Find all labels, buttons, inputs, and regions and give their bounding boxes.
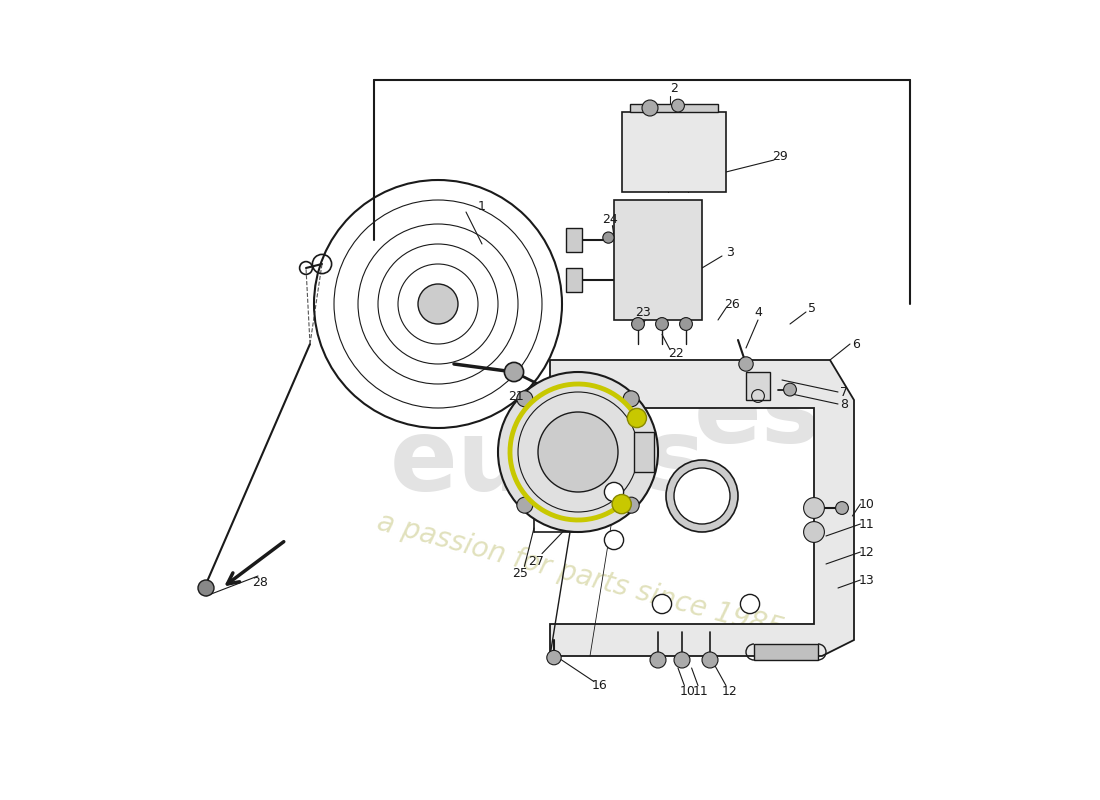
Circle shape <box>680 318 692 330</box>
Text: 11: 11 <box>859 518 874 530</box>
Circle shape <box>783 383 796 396</box>
Circle shape <box>505 362 524 382</box>
Circle shape <box>418 284 458 324</box>
Circle shape <box>804 522 824 542</box>
Text: es: es <box>694 367 822 465</box>
Text: 13: 13 <box>859 574 874 586</box>
Circle shape <box>603 232 614 243</box>
Circle shape <box>498 372 658 532</box>
Text: 11: 11 <box>693 685 708 698</box>
Circle shape <box>666 460 738 532</box>
Text: 8: 8 <box>840 398 848 410</box>
Polygon shape <box>754 644 818 660</box>
Circle shape <box>650 652 666 668</box>
Text: 12: 12 <box>859 546 874 558</box>
Text: 3: 3 <box>726 246 734 258</box>
Text: 5: 5 <box>808 302 816 314</box>
Text: euros: euros <box>390 415 706 513</box>
Circle shape <box>517 391 532 407</box>
Polygon shape <box>566 268 582 292</box>
Circle shape <box>642 100 658 116</box>
Circle shape <box>604 530 624 550</box>
Circle shape <box>804 498 824 518</box>
Circle shape <box>538 412 618 492</box>
Polygon shape <box>630 104 718 112</box>
Circle shape <box>631 318 645 330</box>
Text: 10: 10 <box>680 685 695 698</box>
Polygon shape <box>634 432 654 472</box>
Text: 23: 23 <box>635 306 651 318</box>
Circle shape <box>674 468 730 524</box>
Circle shape <box>627 408 647 427</box>
Circle shape <box>624 497 639 513</box>
Text: 27: 27 <box>528 555 544 568</box>
Text: 21: 21 <box>508 390 525 402</box>
Circle shape <box>656 318 669 330</box>
Text: 25: 25 <box>512 567 528 580</box>
Circle shape <box>740 594 760 614</box>
Text: 28: 28 <box>253 576 268 589</box>
Circle shape <box>652 594 672 614</box>
Circle shape <box>547 650 561 665</box>
Polygon shape <box>746 372 770 400</box>
Text: 16: 16 <box>592 679 607 692</box>
Circle shape <box>674 652 690 668</box>
Text: 7: 7 <box>840 386 848 398</box>
Text: 2: 2 <box>670 82 678 94</box>
Text: 22: 22 <box>668 347 683 360</box>
Text: 24: 24 <box>602 213 618 226</box>
Circle shape <box>702 652 718 668</box>
Text: 12: 12 <box>722 685 737 698</box>
Text: 6: 6 <box>852 338 860 350</box>
Polygon shape <box>621 112 726 192</box>
Circle shape <box>672 99 684 112</box>
Polygon shape <box>566 228 582 252</box>
Circle shape <box>739 357 754 371</box>
Circle shape <box>198 580 214 596</box>
Circle shape <box>624 391 639 407</box>
Circle shape <box>612 494 631 514</box>
Polygon shape <box>614 200 702 320</box>
Text: a passion for parts since 1985: a passion for parts since 1985 <box>374 508 786 644</box>
Circle shape <box>836 502 848 514</box>
Text: 10: 10 <box>859 498 874 510</box>
Circle shape <box>604 482 624 502</box>
Text: 29: 29 <box>772 150 788 162</box>
Text: 4: 4 <box>755 306 762 318</box>
Polygon shape <box>550 360 854 656</box>
Text: 26: 26 <box>724 298 739 310</box>
Text: 1: 1 <box>478 200 486 213</box>
Circle shape <box>517 497 532 513</box>
